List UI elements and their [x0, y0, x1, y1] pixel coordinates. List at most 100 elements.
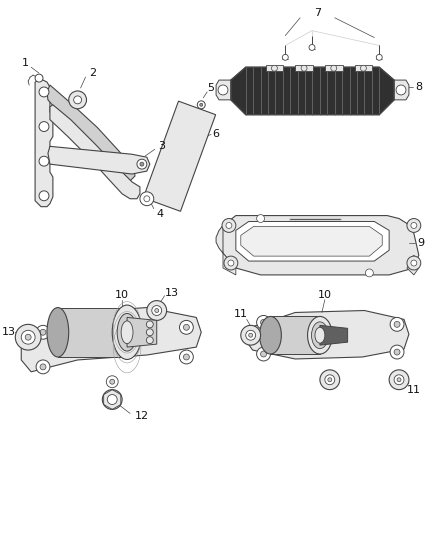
Polygon shape: [48, 147, 150, 174]
Circle shape: [140, 162, 144, 166]
Circle shape: [36, 325, 50, 339]
Circle shape: [257, 316, 270, 329]
Polygon shape: [245, 311, 409, 359]
Text: 4: 4: [156, 208, 163, 219]
Polygon shape: [320, 325, 348, 345]
Circle shape: [218, 85, 228, 95]
Circle shape: [411, 260, 417, 266]
Text: 12: 12: [135, 411, 149, 421]
Text: 11: 11: [407, 385, 421, 394]
Polygon shape: [143, 101, 215, 211]
Circle shape: [360, 65, 367, 71]
Circle shape: [261, 319, 266, 325]
Circle shape: [320, 370, 340, 390]
Circle shape: [397, 378, 401, 382]
Ellipse shape: [117, 313, 137, 351]
Text: 9: 9: [417, 238, 424, 248]
Circle shape: [226, 222, 232, 229]
Circle shape: [74, 96, 81, 104]
Text: 1: 1: [22, 58, 29, 68]
Circle shape: [180, 320, 193, 334]
Circle shape: [228, 260, 234, 266]
Circle shape: [110, 379, 115, 384]
Circle shape: [152, 305, 162, 316]
Circle shape: [146, 321, 153, 328]
Circle shape: [376, 54, 382, 60]
Circle shape: [144, 196, 150, 201]
Circle shape: [15, 325, 41, 350]
Circle shape: [102, 390, 122, 409]
Text: 8: 8: [415, 82, 422, 92]
Circle shape: [261, 351, 266, 357]
Circle shape: [411, 222, 417, 229]
Circle shape: [180, 350, 193, 364]
Circle shape: [389, 370, 409, 390]
Ellipse shape: [121, 321, 133, 344]
Text: 2: 2: [89, 68, 96, 78]
Text: 11: 11: [234, 310, 248, 319]
Circle shape: [140, 192, 154, 206]
Circle shape: [146, 337, 153, 344]
Ellipse shape: [47, 308, 69, 357]
Circle shape: [390, 318, 404, 332]
Text: 13: 13: [165, 288, 179, 298]
Polygon shape: [21, 308, 201, 372]
Polygon shape: [58, 308, 127, 357]
Circle shape: [257, 347, 270, 361]
Circle shape: [197, 101, 205, 109]
Circle shape: [272, 65, 277, 71]
Circle shape: [328, 378, 332, 382]
Ellipse shape: [260, 317, 281, 354]
Text: 7: 7: [314, 8, 321, 18]
Polygon shape: [223, 253, 236, 275]
Circle shape: [107, 394, 117, 405]
Circle shape: [246, 330, 256, 340]
Circle shape: [309, 44, 315, 51]
Circle shape: [146, 329, 153, 336]
Circle shape: [155, 309, 159, 312]
Circle shape: [106, 376, 118, 387]
Circle shape: [40, 329, 46, 335]
Circle shape: [394, 349, 400, 355]
Polygon shape: [231, 67, 394, 115]
Polygon shape: [236, 222, 389, 261]
Circle shape: [184, 325, 189, 330]
Circle shape: [241, 325, 261, 345]
Text: 10: 10: [115, 290, 129, 300]
Circle shape: [147, 301, 166, 320]
Polygon shape: [295, 65, 313, 71]
Circle shape: [36, 360, 50, 374]
Polygon shape: [241, 227, 382, 256]
Polygon shape: [47, 85, 135, 181]
Circle shape: [249, 333, 253, 337]
Circle shape: [69, 91, 87, 109]
Circle shape: [222, 219, 236, 232]
Circle shape: [137, 159, 147, 169]
Circle shape: [200, 103, 203, 106]
Polygon shape: [407, 255, 419, 275]
Polygon shape: [216, 225, 223, 253]
Circle shape: [365, 269, 373, 277]
Circle shape: [39, 191, 49, 201]
Circle shape: [39, 87, 49, 97]
Circle shape: [21, 330, 35, 344]
Text: 5: 5: [208, 83, 215, 93]
Circle shape: [39, 122, 49, 132]
Circle shape: [325, 375, 335, 385]
Circle shape: [39, 156, 49, 166]
Circle shape: [25, 334, 31, 340]
Polygon shape: [127, 318, 157, 347]
Ellipse shape: [112, 305, 142, 359]
Polygon shape: [219, 215, 419, 275]
Polygon shape: [394, 80, 409, 100]
Text: 6: 6: [212, 130, 219, 140]
Text: 13: 13: [1, 327, 15, 337]
Polygon shape: [35, 79, 53, 207]
Polygon shape: [354, 65, 372, 71]
Ellipse shape: [307, 317, 332, 354]
Text: 3: 3: [158, 141, 165, 151]
Circle shape: [394, 375, 404, 385]
Text: 10: 10: [318, 290, 332, 300]
Circle shape: [283, 54, 288, 60]
Circle shape: [35, 74, 43, 82]
